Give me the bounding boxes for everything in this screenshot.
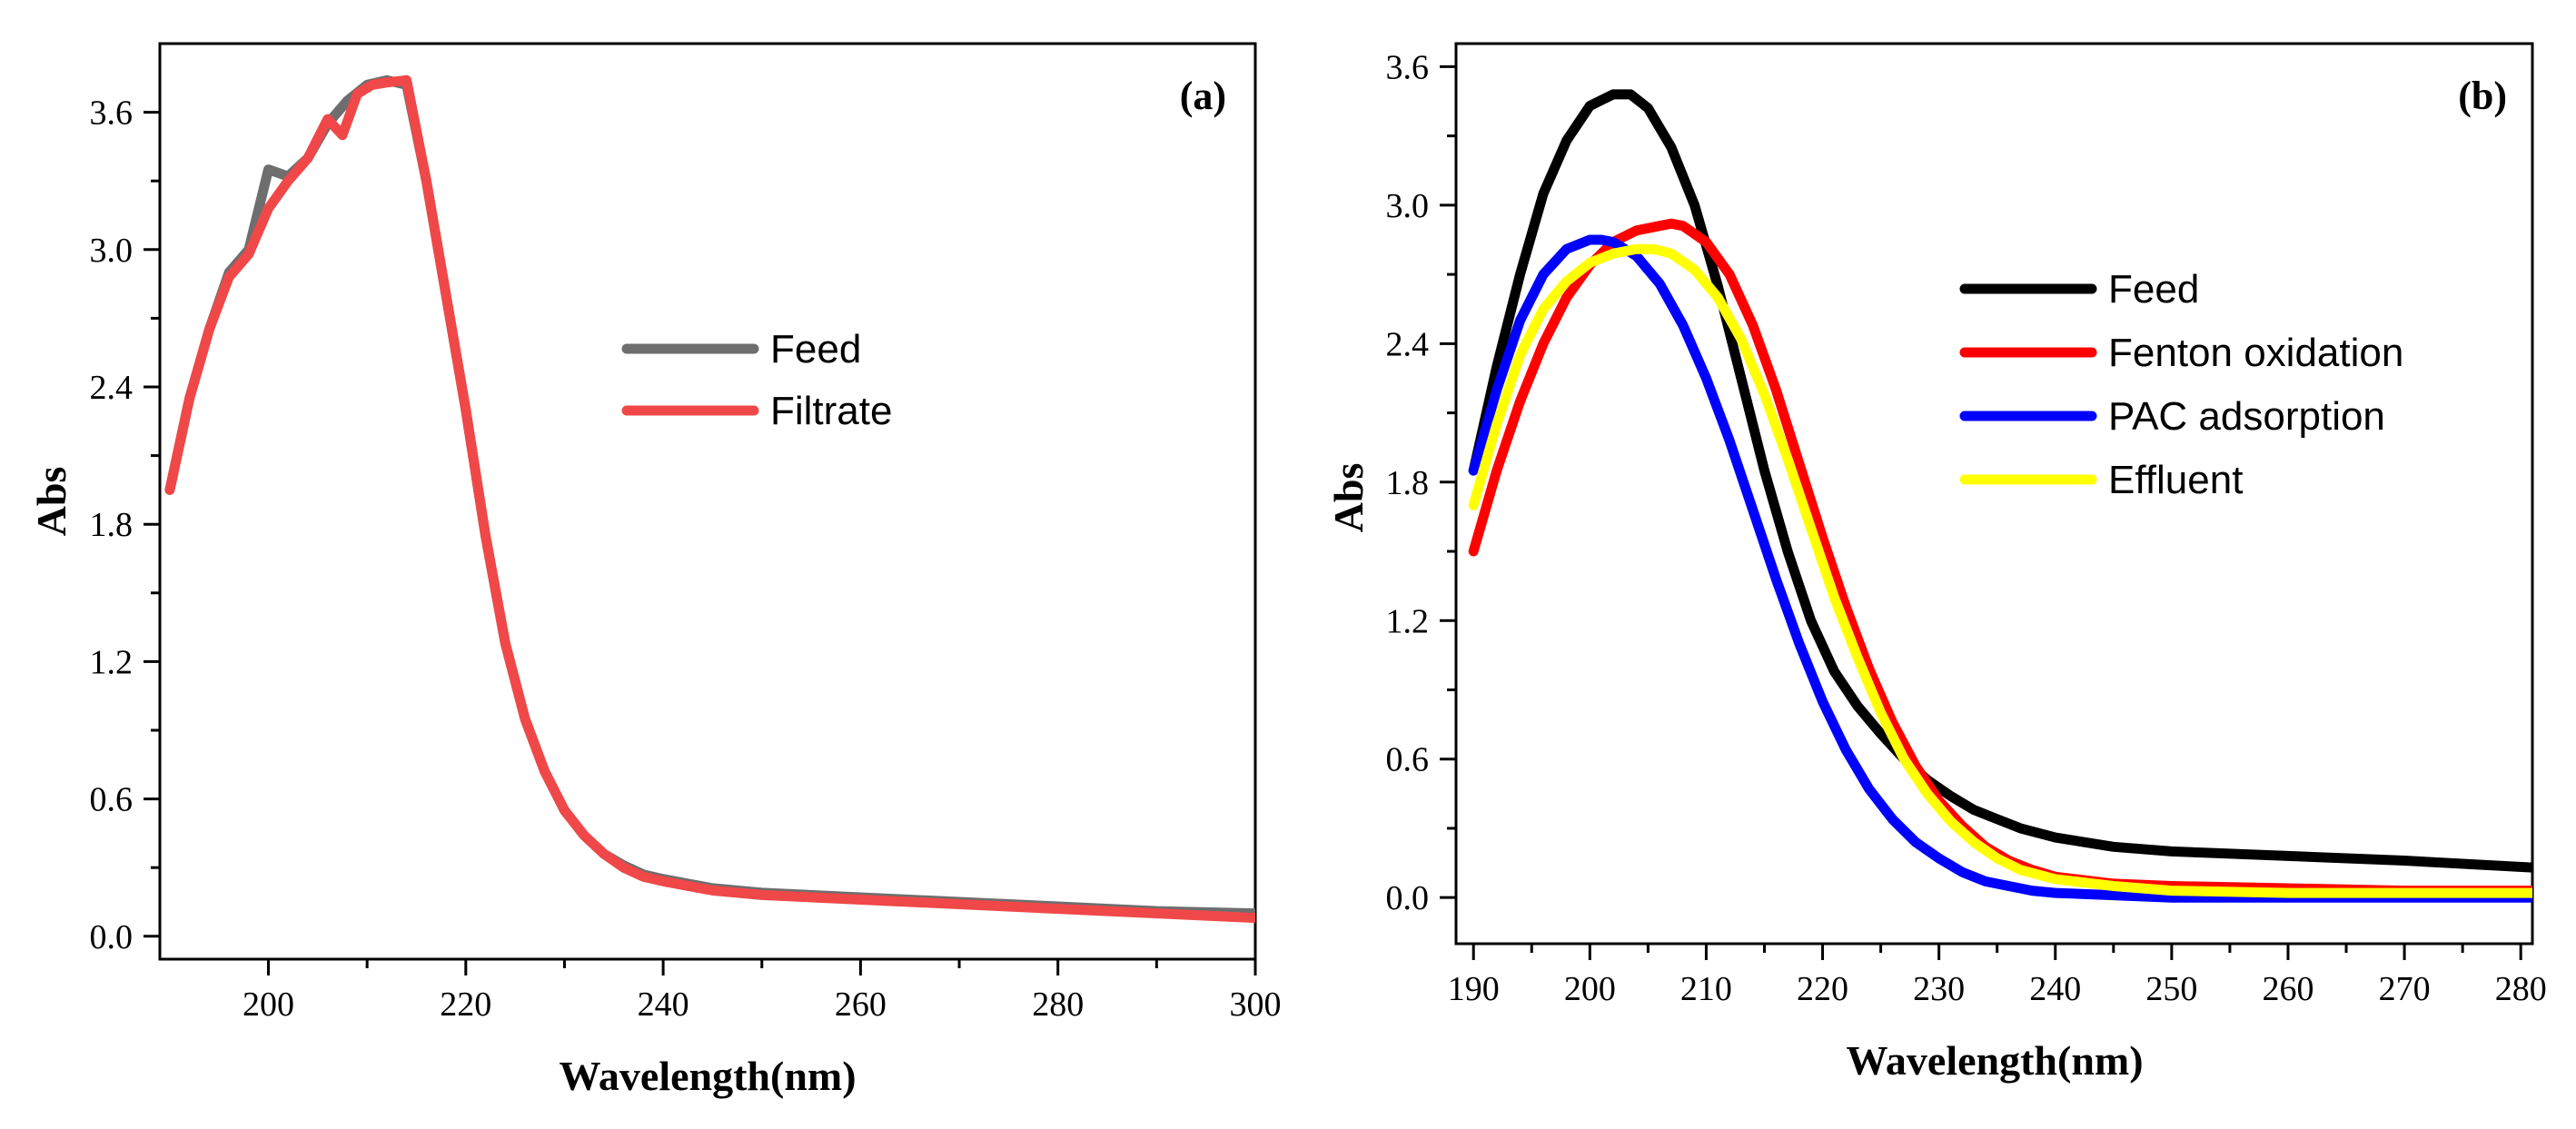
legend-label-feed: Feed xyxy=(2108,267,2199,312)
panel-a-plot-frame xyxy=(158,42,1257,961)
y-tick-label: 0.6 xyxy=(1386,741,1430,779)
x-tick-label: 250 xyxy=(2145,970,2197,1008)
panel-a-chart: 200 220 240 260 280 3000.00.61.21.82.43.03.6 … xyxy=(28,42,1282,1099)
series-line-feed xyxy=(1468,89,2532,873)
x-tick-label: 280 xyxy=(2495,970,2547,1008)
legend-label-feed: Feed xyxy=(770,327,861,371)
y-tick-label: 1.8 xyxy=(1386,464,1430,502)
panel-b-plot-frame xyxy=(1454,42,2534,946)
y-tick-label: 3.0 xyxy=(90,232,134,270)
y-tick-label: 3.6 xyxy=(90,94,134,133)
panel-b-x-axis-title: Wavelength(nm) xyxy=(1846,1037,2143,1084)
y-tick-label: 1.2 xyxy=(1386,602,1430,640)
y-tick-label: 2.4 xyxy=(90,369,134,407)
x-tick-label: 240 xyxy=(2029,970,2081,1008)
x-tick-label: 200 xyxy=(243,985,294,1024)
y-tick-label: 1.8 xyxy=(90,506,134,544)
x-tick-label: 240 xyxy=(638,985,689,1024)
legend-label-effluent: Effluent xyxy=(2108,458,2243,502)
legend-label-pac-adsorption: PAC adsorption xyxy=(2108,394,2385,439)
panel-a-y-axis-title: Abs xyxy=(28,467,74,537)
x-tick-label: 260 xyxy=(835,985,887,1024)
y-tick-label: 3.6 xyxy=(1386,48,1430,86)
x-tick-label: 200 xyxy=(1564,970,1616,1008)
x-tick-label: 190 xyxy=(1448,970,1500,1008)
y-tick-label: 2.4 xyxy=(1386,325,1430,363)
panel-b-chart: 190 200 210 220 230 240 250 260 270 280 0.0 0.6 1.2 1… xyxy=(1325,42,2547,1084)
x-tick-label: 220 xyxy=(440,985,491,1024)
series-line-pac-adsorption xyxy=(1468,234,2532,903)
series-line-effluent xyxy=(1468,243,2532,898)
x-tick-label: 300 xyxy=(1230,985,1282,1024)
x-tick-label: 260 xyxy=(2262,970,2313,1008)
x-tick-label: 280 xyxy=(1032,985,1084,1024)
x-tick-label: 230 xyxy=(1913,970,1965,1008)
panel-b-legend: Feed Fenton oxidation PAC adsorption Efflue… xyxy=(1959,267,2403,502)
panel-b-y-axis-title: Abs xyxy=(1325,463,1372,533)
panel-a-label: (a) xyxy=(1180,74,1226,118)
panel-a-legend: Feed Filtrate xyxy=(621,327,892,433)
x-tick-label: 270 xyxy=(2379,970,2431,1008)
y-tick-label: 1.2 xyxy=(90,643,134,681)
series-line-filtrate xyxy=(164,74,1255,924)
legend-label-fenton-oxidation: Fenton oxidation xyxy=(2108,331,2403,375)
panel-b-label: (b) xyxy=(2458,74,2507,118)
y-tick-label: 0.0 xyxy=(1386,879,1430,917)
x-tick-label: 210 xyxy=(1680,970,1732,1008)
y-tick-label: 0.6 xyxy=(90,781,134,819)
y-tick-label: 3.0 xyxy=(1386,187,1430,225)
panel-a-x-axis-title: Wavelength(nm) xyxy=(559,1053,856,1099)
x-tick-label: 220 xyxy=(1797,970,1848,1008)
series-line-fenton-oxidation xyxy=(1468,218,2532,896)
series-line-feed xyxy=(164,74,1255,919)
y-tick-label: 0.0 xyxy=(90,918,134,956)
legend-label-filtrate: Filtrate xyxy=(770,389,892,433)
